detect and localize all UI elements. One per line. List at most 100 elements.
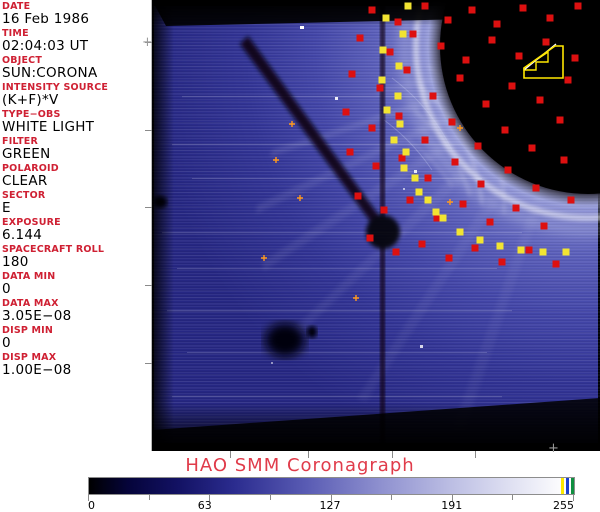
bright-specks bbox=[271, 26, 423, 364]
colorbar-label: 0 bbox=[88, 499, 95, 512]
red-marker-square bbox=[368, 124, 376, 132]
metadata-value: WHITE LIGHT bbox=[2, 119, 95, 135]
red-marker-square bbox=[546, 14, 554, 22]
colorbar-tick bbox=[512, 495, 513, 500]
red-marker-square bbox=[372, 162, 380, 170]
red-marker-square bbox=[574, 2, 582, 10]
metadata-field: DATA MAX 3.05E−08 bbox=[2, 298, 151, 323]
red-marker-square bbox=[471, 244, 479, 252]
red-marker-square bbox=[368, 6, 376, 14]
red-marker-square bbox=[421, 136, 429, 144]
colorbar-tick bbox=[270, 495, 271, 500]
yellow-marker-square bbox=[396, 120, 404, 128]
red-marker-square bbox=[498, 258, 506, 266]
metadata-field: FILTER GREEN bbox=[2, 136, 151, 161]
metadata-label: OBJECT bbox=[2, 55, 42, 66]
axis-tick-left bbox=[145, 363, 152, 364]
colorbar[interactable] bbox=[88, 477, 575, 495]
axis-tick-bottom bbox=[475, 451, 476, 458]
yellow-marker-square bbox=[394, 92, 402, 100]
plus-marker bbox=[457, 125, 463, 131]
axis-tick-bottom bbox=[230, 451, 231, 458]
metadata-field: DISP MIN 0 bbox=[2, 325, 151, 350]
axis-tick-left bbox=[145, 207, 152, 208]
colorbar-tick bbox=[149, 495, 150, 500]
metadata-label: POLAROID bbox=[2, 163, 59, 174]
red-marker-square bbox=[552, 260, 560, 268]
metadata-label: SPACECRAFT ROLL bbox=[2, 244, 105, 255]
cursor-left-crosshair-icon: + bbox=[142, 35, 153, 50]
yellow-marker-square bbox=[383, 106, 391, 114]
metadata-field: DATE 16 Feb 1986 bbox=[2, 1, 151, 26]
colorbar-tick-labels: 0 63 127 191 255 bbox=[0, 500, 600, 512]
colorbar-tick bbox=[452, 495, 453, 501]
red-marker-square bbox=[376, 84, 384, 92]
plus-marker bbox=[297, 195, 303, 201]
metadata-field: EXPOSURE 6.144 bbox=[2, 217, 151, 242]
axis-tick-left bbox=[145, 285, 152, 286]
red-marker-square bbox=[474, 142, 482, 150]
red-marker-square bbox=[512, 204, 520, 212]
red-marker-square bbox=[486, 218, 494, 226]
metadata-sidebar: DATE 16 Feb 1986 TIME 02:04:03 UT OBJECT SUN:… bbox=[0, 0, 152, 451]
plus-marker bbox=[353, 295, 359, 301]
colorbar-tick bbox=[331, 495, 332, 501]
yellow-marker-square bbox=[399, 30, 407, 38]
red-marker-square bbox=[532, 184, 540, 192]
red-marker-square bbox=[433, 214, 441, 222]
red-marker-square bbox=[366, 234, 374, 242]
red-marker-square bbox=[515, 52, 523, 60]
metadata-field: DATA MIN 0 bbox=[2, 271, 151, 296]
colorbar-tick bbox=[88, 495, 89, 501]
red-marker-square bbox=[504, 166, 512, 174]
red-marker-square bbox=[528, 144, 536, 152]
red-marker-square bbox=[409, 30, 417, 38]
metadata-field: OBJECT SUN:CORONA bbox=[2, 55, 151, 80]
colorbar-tick bbox=[391, 495, 392, 500]
red-marker-square bbox=[386, 48, 394, 56]
red-marker-square bbox=[462, 56, 470, 64]
yellow-marker-square bbox=[390, 136, 398, 144]
overlay-markers bbox=[261, 2, 582, 301]
metadata-value: 16 Feb 1986 bbox=[2, 11, 90, 27]
colorbar-label: 191 bbox=[441, 499, 463, 512]
red-marker-square bbox=[451, 158, 459, 166]
field-of-view-sector-outline bbox=[523, 45, 564, 79]
red-marker-square bbox=[421, 2, 429, 10]
red-marker-square bbox=[346, 148, 354, 156]
dark-blob bbox=[265, 323, 305, 357]
red-marker-square bbox=[403, 66, 411, 74]
coronagraph-image[interactable] bbox=[152, 0, 600, 451]
yellow-marker-square bbox=[411, 174, 419, 182]
axis-tick-bottom bbox=[308, 451, 309, 458]
plus-marker bbox=[447, 199, 453, 205]
red-marker-square bbox=[445, 254, 453, 262]
plus-marker bbox=[261, 255, 267, 261]
red-marker-square bbox=[488, 36, 496, 44]
pylon-joint bbox=[366, 215, 400, 249]
yellow-marker-square bbox=[432, 208, 440, 216]
pylon-struts bbox=[240, 0, 400, 451]
metadata-field: INTENSITY SOURCE (K+F)*V bbox=[2, 82, 151, 107]
coronagraph-image-frame[interactable] bbox=[152, 0, 600, 451]
metadata-value: E bbox=[2, 200, 11, 216]
red-marker-square bbox=[525, 246, 533, 254]
plus-marker bbox=[289, 121, 295, 127]
yellow-marker-square bbox=[400, 164, 408, 172]
metadata-value: 180 bbox=[2, 254, 29, 270]
red-marker-square bbox=[444, 16, 452, 24]
red-marker-square bbox=[536, 96, 544, 104]
red-marker-square bbox=[540, 222, 548, 230]
colorbar-gradient bbox=[89, 478, 574, 494]
metadata-label: TIME bbox=[2, 28, 29, 39]
colorbar-end-mark bbox=[566, 478, 570, 494]
metadata-label: DATA MIN bbox=[2, 271, 56, 282]
yellow-marker-square bbox=[402, 148, 410, 156]
metadata-value: 02:04:03 UT bbox=[2, 38, 89, 54]
yellow-marker-square bbox=[439, 214, 447, 222]
colorbar-label: 63 bbox=[197, 499, 212, 512]
metadata-value: 1.00E−08 bbox=[2, 362, 72, 378]
colorbar-track[interactable] bbox=[88, 477, 575, 495]
metadata-field: POLAROID CLEAR bbox=[2, 163, 151, 188]
metadata-label: DATA MAX bbox=[2, 298, 59, 309]
